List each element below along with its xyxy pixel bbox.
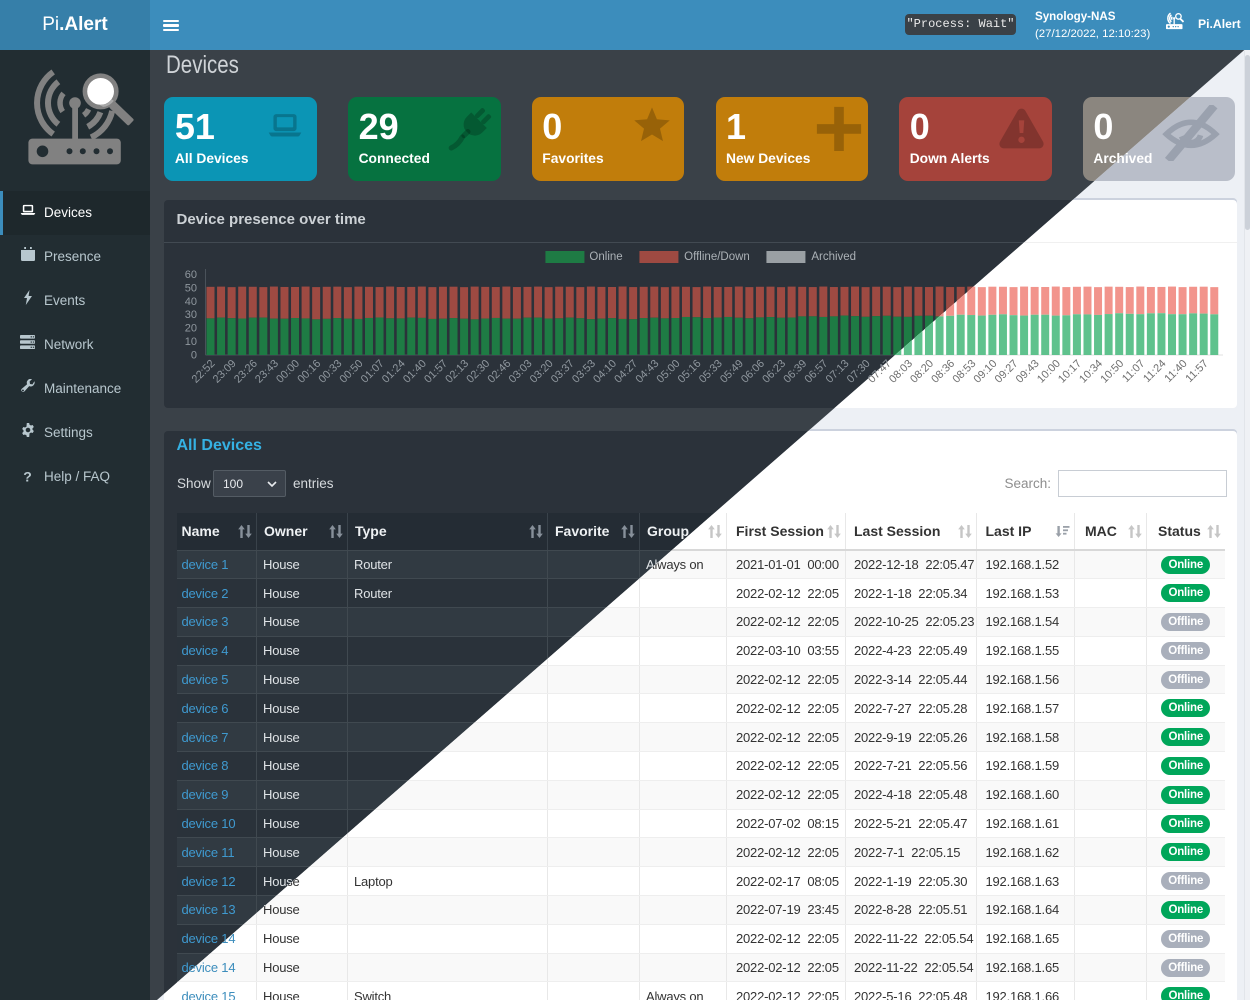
svg-text:00:16: 00:16: [295, 358, 323, 386]
svg-text:60: 60: [185, 269, 197, 281]
svg-text:20: 20: [185, 323, 197, 335]
svg-text:08:03: 08:03: [887, 358, 915, 386]
svg-text:11:07: 11:07: [1120, 358, 1147, 385]
svg-text:40: 40: [185, 296, 197, 308]
svg-text:04:10: 04:10: [591, 358, 619, 386]
svg-text:50: 50: [185, 282, 197, 294]
svg-text:30: 30: [185, 309, 197, 321]
svg-text:05:49: 05:49: [718, 358, 746, 386]
svg-text:07:13: 07:13: [824, 358, 852, 386]
svg-text:10:50: 10:50: [1098, 358, 1126, 386]
svg-text:0: 0: [191, 350, 197, 362]
svg-text:01:24: 01:24: [380, 358, 408, 386]
svg-text:05:33: 05:33: [697, 358, 725, 386]
svg-text:03:03: 03:03: [507, 358, 535, 386]
svg-text:01:57: 01:57: [422, 358, 450, 386]
svg-text:05:00: 05:00: [655, 358, 683, 386]
svg-text:06:57: 06:57: [802, 358, 830, 386]
svg-text:09:10: 09:10: [972, 358, 1000, 386]
svg-text:04:43: 04:43: [633, 358, 661, 386]
svg-text:10:34: 10:34: [1077, 358, 1105, 386]
svg-text:05:16: 05:16: [676, 358, 704, 386]
svg-text:02:30: 02:30: [464, 358, 492, 386]
svg-text:10:17: 10:17: [1056, 358, 1084, 386]
svg-text:08:53: 08:53: [950, 358, 978, 386]
svg-text:08:20: 08:20: [908, 358, 936, 386]
svg-text:06:23: 06:23: [760, 358, 788, 386]
svg-text:00:50: 00:50: [338, 358, 366, 386]
svg-text:23:09: 23:09: [211, 358, 239, 386]
svg-text:01:40: 01:40: [401, 358, 429, 386]
svg-text:23:43: 23:43: [253, 358, 281, 386]
svg-text:03:37: 03:37: [549, 358, 577, 386]
svg-text:09:27: 09:27: [993, 358, 1021, 386]
svg-text:06:39: 06:39: [781, 358, 809, 386]
svg-text:11:40: 11:40: [1162, 358, 1189, 385]
svg-text:02:46: 02:46: [485, 358, 513, 386]
svg-text:08:36: 08:36: [929, 358, 957, 386]
svg-text:00:33: 00:33: [316, 358, 344, 386]
svg-text:11:57: 11:57: [1183, 358, 1210, 385]
svg-text:23:26: 23:26: [232, 358, 260, 386]
svg-text:10: 10: [185, 336, 197, 348]
svg-text:04:27: 04:27: [612, 358, 640, 386]
svg-text:00:00: 00:00: [274, 358, 302, 386]
svg-text:03:20: 03:20: [528, 358, 556, 386]
svg-text:10:00: 10:00: [1035, 358, 1063, 386]
svg-text:03:53: 03:53: [570, 358, 598, 386]
svg-text:09:43: 09:43: [1014, 358, 1042, 386]
svg-text:01:07: 01:07: [359, 358, 387, 386]
svg-text:06:06: 06:06: [739, 358, 767, 386]
svg-text:11:24: 11:24: [1141, 358, 1168, 385]
svg-text:02:13: 02:13: [443, 358, 471, 386]
svg-text:22:52: 22:52: [190, 358, 218, 386]
